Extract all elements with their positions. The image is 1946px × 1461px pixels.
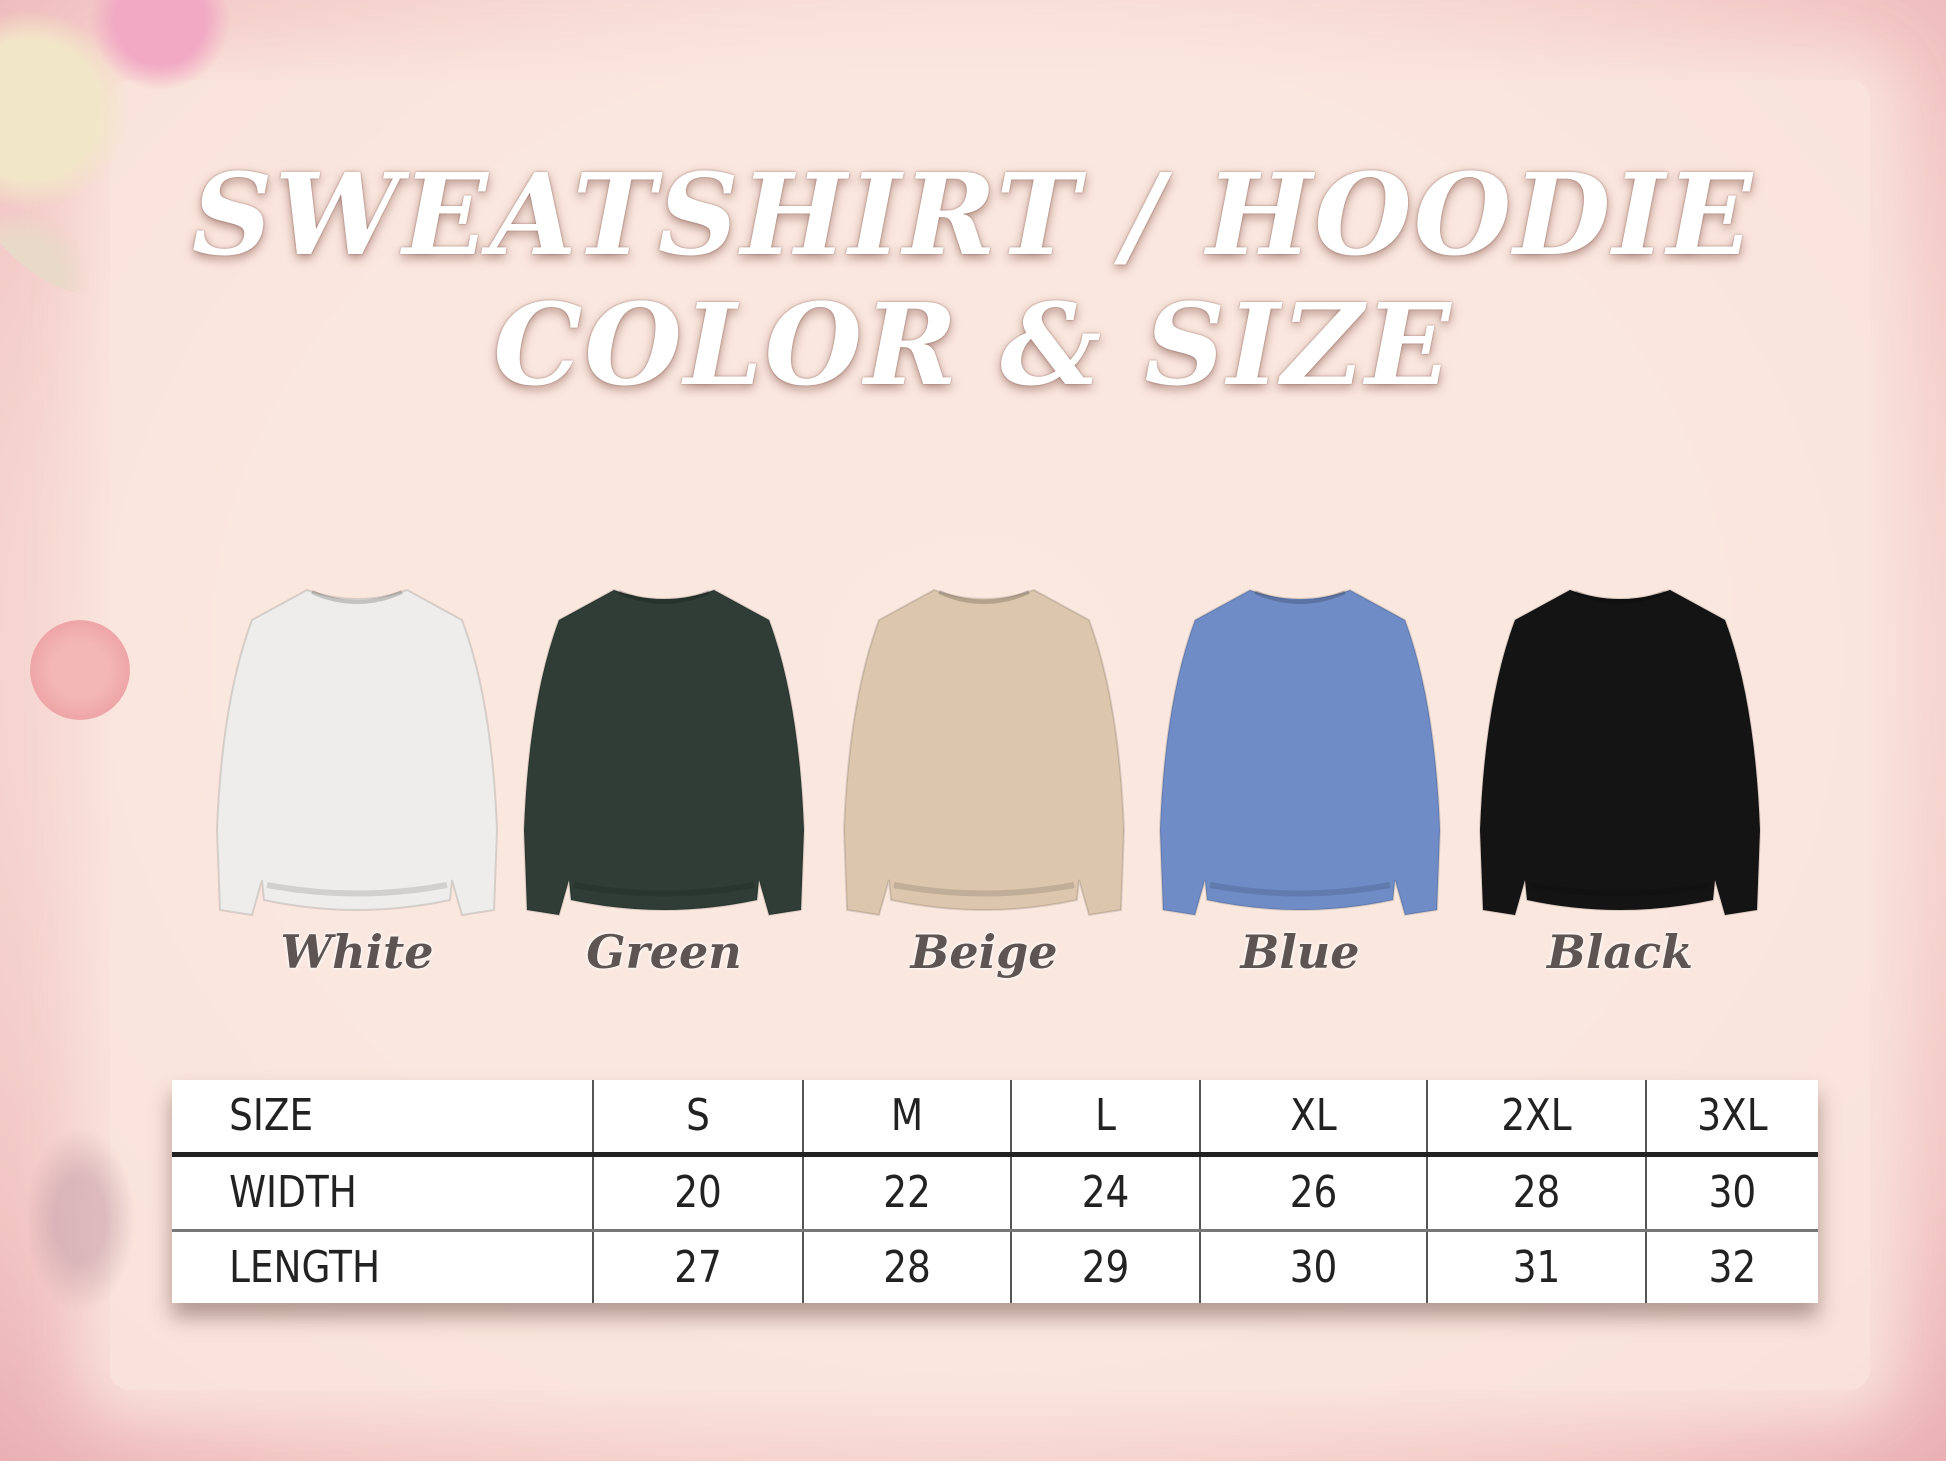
- color-label-black: Black: [1546, 925, 1694, 979]
- table-cell: 31: [1442, 1230, 1630, 1303]
- table-cell: 22: [817, 1154, 996, 1232]
- table-cell: 30: [1216, 1230, 1410, 1303]
- row-label: LENGTH: [229, 1241, 381, 1293]
- row-label: WIDTH: [203, 1154, 562, 1232]
- header-cell: L: [1024, 1080, 1186, 1157]
- sweatshirt-white: [212, 580, 502, 930]
- sweatshirt-blue: [1155, 580, 1445, 930]
- color-label-green: Green: [586, 925, 742, 979]
- table-cell: 20: [607, 1154, 788, 1232]
- header-cell: SIZE: [203, 1080, 562, 1157]
- table-row-width: WIDTH 20 22 24 26 28 30: [172, 1154, 1818, 1232]
- table-cell: 26: [1216, 1154, 1410, 1232]
- sweatshirt-icon: [1478, 588, 1762, 917]
- color-label-beige: Beige: [910, 925, 1058, 979]
- leaf-decoration: [20, 1120, 140, 1320]
- table-cell: 27: [607, 1230, 788, 1303]
- table-cell: 28: [817, 1230, 996, 1303]
- sweatshirt-icon: [215, 588, 499, 917]
- size-table: SIZE S M L XL 2XL 3XL WIDTH 20 22 24 26 …: [172, 1080, 1818, 1303]
- table-cell: 29: [1024, 1230, 1186, 1303]
- table-cell: 28: [1442, 1154, 1630, 1232]
- title-line-1: SWEATSHIRT / HOODIE: [191, 150, 1755, 281]
- sweatshirt-icon: [842, 588, 1126, 917]
- color-label-white: White: [280, 925, 434, 979]
- sweatshirt-icon: [522, 588, 806, 917]
- table-cell: 32: [1658, 1230, 1806, 1303]
- color-label-blue: Blue: [1240, 925, 1360, 979]
- table-cell: 30: [1658, 1154, 1806, 1232]
- header-cell: 3XL: [1658, 1080, 1806, 1157]
- table-header-row: SIZE S M L XL 2XL 3XL: [172, 1080, 1818, 1157]
- title-line-2: COLOR & SIZE: [493, 280, 1453, 411]
- sweatshirt-icon: [1158, 588, 1442, 917]
- sweatshirt-beige: [839, 580, 1129, 930]
- header-cell: M: [817, 1080, 996, 1157]
- button-decoration: [30, 620, 130, 720]
- header-cell: 2XL: [1442, 1080, 1630, 1157]
- table-row-length: LENGTH 27 28 29 30 31 32: [172, 1230, 1818, 1303]
- header-cell: XL: [1216, 1080, 1410, 1157]
- flower-decoration: [0, 0, 280, 300]
- sweatshirt-black: [1475, 580, 1765, 930]
- table-cell: 24: [1024, 1154, 1186, 1232]
- header-cell: S: [607, 1080, 788, 1157]
- sweatshirt-green: [519, 580, 809, 930]
